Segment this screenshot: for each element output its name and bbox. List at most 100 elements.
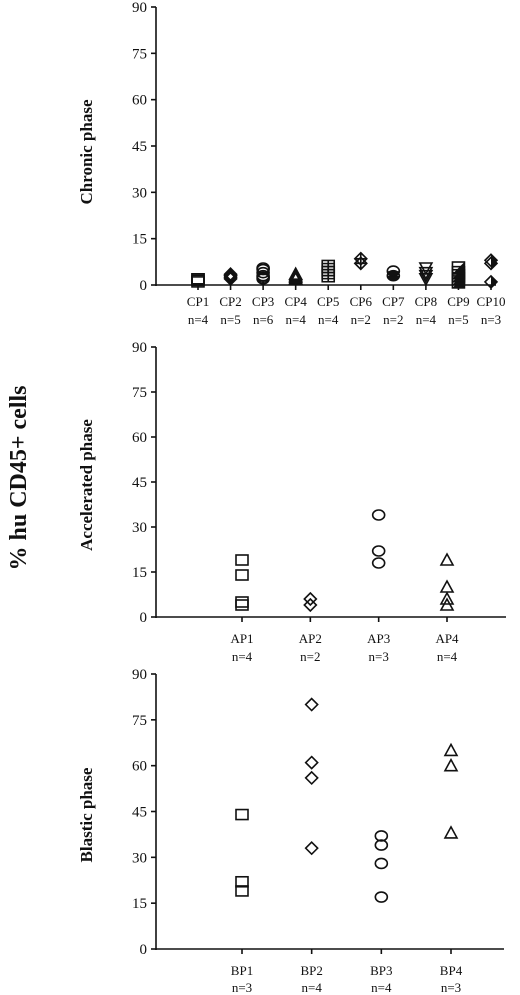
category-label: CP4 (284, 294, 307, 309)
y-tick-label: 60 (132, 93, 147, 109)
panel-3: 0 15 30 45 60 75 90 Blastic phase BP1 n=3 BP2 n=4 BP… (77, 667, 504, 995)
data-point-cp2 (223, 268, 238, 283)
data-point-ap4 (439, 597, 455, 611)
category-label: CP5 (317, 294, 339, 309)
data-point-bp2 (304, 755, 319, 770)
category-label: AP4 (435, 631, 459, 646)
category-label: BP3 (370, 963, 392, 978)
data-point-cp7 (386, 265, 401, 277)
data-point-ap1 (235, 554, 249, 566)
category-n-label: n=5 (220, 312, 240, 327)
category-label: BP2 (300, 963, 322, 978)
data-point-bp4 (443, 825, 459, 839)
y-tick-label: 60 (132, 759, 147, 775)
y-tick-label: 45 (132, 139, 147, 155)
data-point-ap3 (371, 557, 386, 569)
data-point-cp5 (321, 259, 336, 274)
data-point-cp2 (223, 270, 238, 285)
category-n-label: n=2 (383, 312, 403, 327)
category-n-label: n=6 (253, 312, 274, 327)
y-tick-label: 90 (132, 340, 147, 356)
panels: 0 15 30 45 60 75 90 Chronic phase CP1 n=4 CP2 n=5 CP… (77, 0, 506, 995)
y-tick-label: 75 (132, 385, 147, 401)
panel-2: 0 15 30 45 60 75 90 Accelerated phase AP1 n=4 AP2 n… (77, 340, 506, 664)
data-point-cp2 (223, 267, 238, 282)
data-point-ap4 (439, 552, 455, 566)
y-tick-label: 45 (132, 805, 147, 821)
data-point-ap4 (439, 579, 455, 593)
data-point-cp7 (386, 269, 401, 282)
category-label: CP10 (477, 294, 506, 309)
y-tick-label: 0 (140, 278, 148, 294)
data-point-cp9 (451, 261, 466, 275)
y-tick-label: 45 (132, 475, 147, 491)
y-tick-label: 15 (132, 565, 147, 581)
category-n-label: n=3 (368, 649, 388, 664)
data-point-cp8 (418, 266, 434, 281)
category-label: CP3 (252, 294, 274, 309)
data-point-ap1 (235, 596, 249, 608)
data-point-cp10 (483, 253, 499, 268)
data-point-ap2 (303, 591, 318, 607)
y-tick-label: 30 (132, 850, 147, 866)
panel-label: Chronic phase (77, 99, 96, 204)
y-tick-label: 0 (140, 942, 148, 958)
y-tick-label: 15 (132, 896, 147, 912)
panel-label: Blastic phase (77, 767, 96, 862)
data-point-ap2 (303, 597, 318, 613)
category-n-label: n=4 (301, 980, 322, 995)
category-label: BP4 (440, 963, 463, 978)
data-point-bp2 (304, 770, 319, 786)
data-point-bp3 (374, 891, 389, 903)
category-label: AP3 (367, 631, 390, 646)
y-tick-label: 90 (132, 667, 147, 683)
y-tick-label: 60 (132, 430, 147, 446)
category-n-label: n=2 (300, 649, 320, 664)
y-tick-label: 30 (132, 185, 147, 201)
category-label: CP6 (350, 294, 373, 309)
category-n-label: n=3 (441, 980, 461, 995)
y-tick-label: 75 (132, 46, 147, 62)
category-n-label: n=5 (448, 312, 468, 327)
y-tick-label: 15 (132, 232, 147, 248)
data-point-bp4 (443, 757, 459, 772)
data-point-cp4 (288, 269, 304, 284)
category-label: BP1 (231, 963, 253, 978)
data-point-bp1 (235, 875, 249, 888)
y-tick-label: 30 (132, 520, 147, 536)
category-label: AP2 (299, 631, 322, 646)
category-label: CP8 (415, 294, 437, 309)
category-n-label: n=4 (285, 312, 306, 327)
category-label: CP1 (187, 294, 209, 309)
data-point-bp3 (374, 839, 389, 851)
category-n-label: n=3 (481, 312, 501, 327)
category-label: AP1 (230, 631, 253, 646)
category-n-label: n=4 (188, 312, 209, 327)
data-point-ap1 (235, 599, 249, 611)
data-point-cp4 (288, 266, 304, 280)
data-point-ap4 (439, 591, 455, 605)
category-n-label: n=3 (232, 980, 252, 995)
panel-label: Accelerated phase (77, 419, 96, 551)
data-point-cp8 (418, 262, 434, 276)
panel-1: 0 15 30 45 60 75 90 Chronic phase CP1 n=4 CP2 n=5 CP… (77, 0, 505, 327)
category-n-label: n=4 (416, 312, 437, 327)
category-n-label: n=4 (232, 649, 253, 664)
category-n-label: n=4 (318, 312, 339, 327)
data-point-cp1 (191, 273, 205, 285)
data-point-cp6 (353, 251, 368, 266)
category-n-label: n=2 (351, 312, 371, 327)
data-point-bp1 (235, 808, 249, 821)
data-point-cp10 (483, 274, 499, 290)
y-tick-label: 90 (132, 0, 147, 16)
data-point-cp8 (418, 269, 434, 284)
data-point-ap1 (235, 569, 249, 581)
category-label: CP9 (447, 294, 469, 309)
data-point-bp3 (374, 857, 389, 870)
category-n-label: n=4 (437, 649, 458, 664)
category-label: CP7 (382, 294, 405, 309)
data-point-bp4 (443, 742, 459, 757)
data-point-cp3 (256, 262, 270, 274)
y-tick-label: 0 (140, 610, 148, 626)
